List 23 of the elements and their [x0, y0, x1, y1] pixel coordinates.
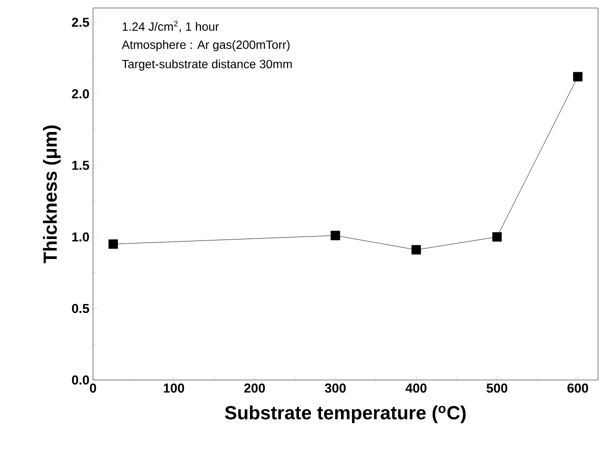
point	[108, 239, 118, 249]
x-tick-label: 500	[486, 384, 508, 393]
annotation: Atmosphere : Ar gas(200mTorr)	[122, 40, 290, 52]
x-tick-label: 600	[567, 384, 588, 393]
y-axis-title: Thickness (μm)	[42, 126, 61, 264]
y-tick-label: 1.0	[72, 232, 89, 242]
y-tick-label: 1.5	[72, 160, 90, 170]
x-tick-label: 0	[90, 384, 96, 393]
x-axis-title: Substrate temperature ($^{o}$C)	[225, 406, 466, 424]
point	[412, 245, 421, 254]
y-tick-label: 0.0	[72, 375, 89, 385]
point	[330, 230, 340, 240]
x-tick-label: 100	[164, 384, 184, 393]
annotation: 1.24 J/cm$^{2}$, 1 hour	[122, 20, 219, 32]
x-tick-label: 400	[406, 384, 426, 393]
y-tick-label: 2.0	[72, 89, 89, 98]
annotation: Target-substrate distance 30mm	[122, 60, 292, 71]
x-tick-label: 300	[324, 384, 346, 393]
point	[573, 72, 583, 82]
point	[492, 232, 502, 242]
x-tick-label: 200	[244, 384, 265, 393]
y-tick-label: 0.5	[72, 304, 90, 314]
y-tick-label: 2.5	[72, 18, 90, 27]
